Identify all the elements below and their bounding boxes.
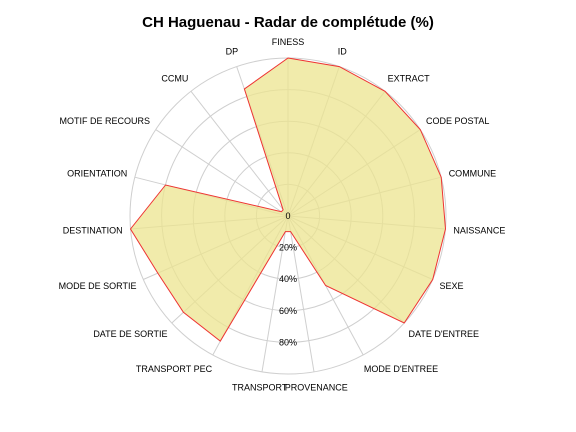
grid-spoke <box>155 129 289 217</box>
axis-labels: FINESS ID EXTRACT CODE POSTAL COMMUNE NAISSAN… <box>59 37 506 393</box>
axis-label: NAISSANCE <box>453 225 505 235</box>
grid-spoke <box>287 215 315 372</box>
radial-tick-label: 40% <box>279 274 297 284</box>
axis-label: ORIENTATION <box>67 168 127 178</box>
radial-tick-label: 20% <box>279 243 297 253</box>
axis-label: PROVENANCE <box>285 383 348 393</box>
chart-title: CH Haguenau - Radar de complétude (%) <box>142 14 434 31</box>
axis-label: TRANSPORT <box>232 383 288 393</box>
axis-label: FINESS <box>272 37 305 47</box>
grid-spoke <box>261 215 289 372</box>
axis-label: DP <box>226 46 239 56</box>
axis-label: CCMU <box>161 74 188 84</box>
radial-tick-label: 80% <box>279 337 297 347</box>
axis-label: SEXE <box>440 281 464 291</box>
axis-label: CODE POSTAL <box>426 116 489 126</box>
axis-label: MOTIF DE RECOURS <box>59 116 150 126</box>
radial-tick-label: 60% <box>279 306 297 316</box>
radial-tick-label: 0 <box>285 211 290 221</box>
radar-series <box>129 57 447 342</box>
axis-label: COMMUNE <box>449 168 497 178</box>
axis-label: DATE D'ENTREE <box>409 329 480 339</box>
axis-label: TRANSPORT PEC <box>136 364 213 374</box>
axis-label: EXTRACT <box>388 74 431 84</box>
grid-spoke <box>190 90 289 217</box>
axis-label: MODE D'ENTREE <box>364 364 438 374</box>
axis-label: MODE DE SORTIE <box>59 281 137 291</box>
axis-label: ID <box>338 46 348 56</box>
axis-label: DESTINATION <box>63 225 123 235</box>
axis-label: DATE DE SORTIE <box>93 329 167 339</box>
series-area <box>129 57 447 342</box>
radial-ticks: 0 20% 40% 60% 80% <box>279 211 297 347</box>
